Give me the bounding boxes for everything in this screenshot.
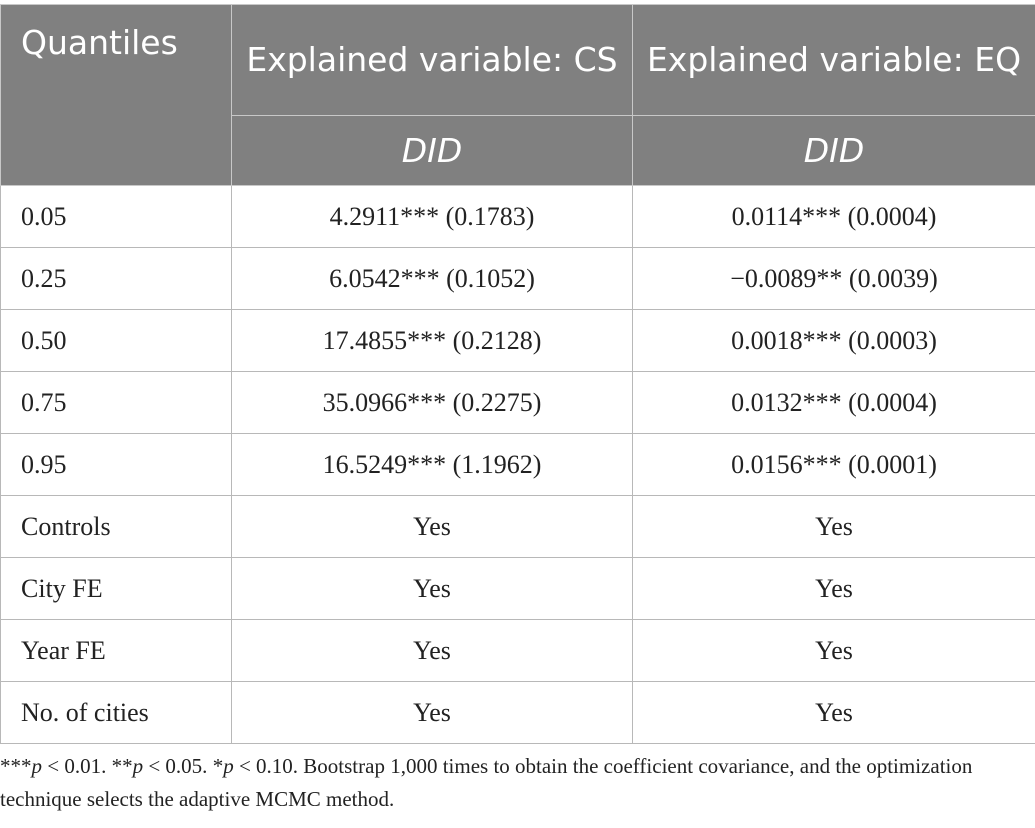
header-explained-eq: Explained variable: EQ	[632, 4, 1035, 116]
table-footnote: ***p < 0.01. **p < 0.05. *p < 0.10. Boot…	[0, 750, 1035, 816]
table-row: City FE Yes Yes	[0, 557, 1035, 620]
row-label: 0.05	[0, 185, 232, 248]
row-label: 0.75	[0, 371, 232, 434]
cell-eq: 0.0114*** (0.0004)	[632, 185, 1035, 248]
footnote-p-var-2: p	[132, 754, 144, 778]
cell-cs: 16.5249*** (1.1962)	[231, 433, 633, 496]
footnote-p-var-1: p	[31, 754, 43, 778]
cell-eq: Yes	[632, 681, 1035, 744]
table-header: Quantiles Explained variable: CS Explain…	[0, 4, 1035, 186]
cell-cs: Yes	[231, 619, 633, 682]
table-row: 0.05 4.2911*** (0.1783) 0.0114*** (0.000…	[0, 185, 1035, 248]
header-row: Quantiles Explained variable: CS Explain…	[0, 4, 1035, 186]
header-explained-cs: Explained variable: CS	[231, 4, 633, 116]
table-row: 0.95 16.5249*** (1.1962) 0.0156*** (0.00…	[0, 433, 1035, 496]
row-label: Year FE	[0, 619, 232, 682]
cell-cs: Yes	[231, 681, 633, 744]
footnote-text: < 0.10. Bootstrap 1,000 times to obtain …	[0, 754, 973, 811]
footnote-stars-2: **	[111, 754, 133, 778]
table-row: 0.75 35.0966*** (0.2275) 0.0132*** (0.00…	[0, 371, 1035, 434]
row-label: 0.95	[0, 433, 232, 496]
cell-cs: Yes	[231, 495, 633, 558]
header-did-cs: DID	[231, 115, 633, 186]
table-row: Year FE Yes Yes	[0, 619, 1035, 682]
table-row: Controls Yes Yes	[0, 495, 1035, 558]
cell-eq: Yes	[632, 557, 1035, 620]
footnote-stars-3: *	[212, 754, 224, 778]
footnote-p-var-3: p	[223, 754, 234, 778]
cell-eq: Yes	[632, 619, 1035, 682]
cell-eq: 0.0018*** (0.0003)	[632, 309, 1035, 372]
footnote-threshold-2: < 0.05.	[143, 754, 213, 778]
cell-cs: 4.2911*** (0.1783)	[231, 185, 633, 248]
table-body: 0.05 4.2911*** (0.1783) 0.0114*** (0.000…	[0, 185, 1035, 744]
header-did-eq: DID	[632, 115, 1035, 186]
header-quantiles: Quantiles	[0, 4, 232, 186]
cell-cs: Yes	[231, 557, 633, 620]
cell-eq: 0.0132*** (0.0004)	[632, 371, 1035, 434]
row-label: 0.25	[0, 247, 232, 310]
cell-cs: 6.0542*** (0.1052)	[231, 247, 633, 310]
cell-cs: 17.4855*** (0.2128)	[231, 309, 633, 372]
row-label: No. of cities	[0, 681, 232, 744]
cell-eq: −0.0089** (0.0039)	[632, 247, 1035, 310]
table-row: 0.50 17.4855*** (0.2128) 0.0018*** (0.00…	[0, 309, 1035, 372]
cell-cs: 35.0966*** (0.2275)	[231, 371, 633, 434]
table-row: No. of cities Yes Yes	[0, 681, 1035, 744]
footnote-stars-1: ***	[0, 754, 32, 778]
footnote-threshold-1: < 0.01.	[42, 754, 112, 778]
quantile-regression-table: Quantiles Explained variable: CS Explain…	[0, 4, 1035, 744]
row-label: 0.50	[0, 309, 232, 372]
table-row: 0.25 6.0542*** (0.1052) −0.0089** (0.003…	[0, 247, 1035, 310]
header-subrow: DID DID	[1, 115, 1035, 186]
results-table-container: Quantiles Explained variable: CS Explain…	[0, 4, 1035, 744]
row-label: Controls	[0, 495, 232, 558]
row-label: City FE	[0, 557, 232, 620]
cell-eq: Yes	[632, 495, 1035, 558]
cell-eq: 0.0156*** (0.0001)	[632, 433, 1035, 496]
